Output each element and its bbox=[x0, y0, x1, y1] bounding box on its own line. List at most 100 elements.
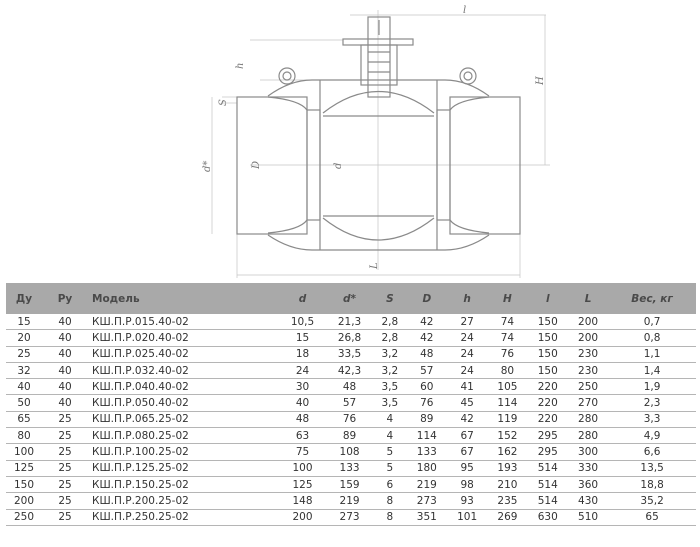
valve-stem bbox=[342, 16, 414, 98]
cell-model: КШ.П.Р.150.25-02 bbox=[88, 476, 279, 494]
cell-D: 57 bbox=[406, 362, 447, 380]
cell-l: 220 bbox=[527, 378, 568, 396]
cell-ru: 40 bbox=[42, 378, 88, 396]
cell-H: 119 bbox=[487, 411, 528, 429]
cell-d: 125 bbox=[279, 476, 327, 494]
cell-s: 8 bbox=[373, 492, 407, 510]
cell-D: 273 bbox=[406, 492, 447, 510]
cell-D: 89 bbox=[406, 411, 447, 429]
cell-s: 3,5 bbox=[373, 378, 407, 396]
cell-h: 24 bbox=[446, 362, 488, 380]
cell-l: 630 bbox=[527, 509, 568, 526]
cell-d: 18 bbox=[279, 346, 327, 363]
cell-L: 250 bbox=[567, 378, 609, 396]
cell-du: 100 bbox=[6, 443, 42, 461]
cell-s: 2,8 bbox=[373, 329, 407, 347]
cell-d: 24 bbox=[279, 362, 327, 380]
cell-D: 60 bbox=[406, 378, 447, 396]
cell-s: 6 bbox=[373, 476, 407, 494]
cell-h: 93 bbox=[446, 492, 488, 510]
cell-l: 295 bbox=[527, 427, 568, 445]
cell-weight: 0,7 bbox=[608, 314, 696, 331]
cell-h: 24 bbox=[446, 346, 488, 363]
cell-du: 125 bbox=[6, 460, 42, 477]
cell-L: 280 bbox=[567, 411, 609, 429]
cell-H: 74 bbox=[487, 314, 528, 331]
cell-L: 200 bbox=[567, 314, 609, 331]
cell-weight: 1,4 bbox=[608, 362, 696, 380]
cell-weight: 3,3 bbox=[608, 411, 696, 429]
left-pipe bbox=[236, 96, 308, 235]
cell-h: 101 bbox=[446, 509, 488, 526]
cell-h: 24 bbox=[446, 329, 488, 347]
cell-weight: 4,9 bbox=[608, 427, 696, 445]
cell-L: 360 bbox=[567, 476, 609, 494]
cell-s: 2,8 bbox=[373, 314, 407, 331]
cell-model: КШ.П.Р.020.40-02 bbox=[88, 329, 279, 347]
cell-D: 42 bbox=[406, 314, 447, 331]
cell-s: 5 bbox=[373, 443, 407, 461]
cell-du: 32 bbox=[6, 362, 42, 380]
specifications-table: Ду Ру Модель d d* S D h H l L Вес, кг 15… bbox=[6, 283, 696, 526]
cell-model: КШ.П.Р.250.25-02 bbox=[88, 509, 279, 526]
dimension-lines bbox=[211, 10, 550, 278]
cell-ru: 40 bbox=[42, 329, 88, 347]
cell-H: 210 bbox=[487, 476, 528, 494]
table-row: 20 40 КШ.П.Р.020.40-02 15 26,8 2,8 42 24 74 150 20… bbox=[6, 329, 696, 347]
cell-L: 230 bbox=[567, 362, 609, 380]
cell-weight: 35,2 bbox=[608, 492, 696, 510]
header-ru: Ру bbox=[42, 283, 88, 314]
cell-d: 148 bbox=[279, 492, 327, 510]
cell-du: 25 bbox=[6, 346, 42, 363]
cell-l: 514 bbox=[527, 492, 568, 510]
cell-d-star: 133 bbox=[326, 460, 374, 477]
cell-model: КШ.П.Р.100.25-02 bbox=[88, 443, 279, 461]
label-s: S bbox=[218, 99, 229, 106]
header-weight: Вес, кг bbox=[608, 283, 696, 314]
cell-D: 133 bbox=[406, 443, 447, 461]
cell-ru: 25 bbox=[42, 509, 88, 526]
cell-s: 8 bbox=[373, 509, 407, 526]
cell-d-star: 89 bbox=[326, 427, 374, 445]
cell-du: 150 bbox=[6, 476, 42, 494]
cell-du: 20 bbox=[6, 329, 42, 347]
cell-h: 67 bbox=[446, 427, 488, 445]
label-H: H bbox=[535, 76, 546, 86]
cell-L: 280 bbox=[567, 427, 609, 445]
cell-model: КШ.П.Р.125.25-02 bbox=[88, 460, 279, 477]
header-d: d bbox=[279, 283, 327, 314]
cell-l: 150 bbox=[527, 346, 568, 363]
cell-L: 510 bbox=[567, 509, 609, 526]
header-H: H bbox=[487, 283, 528, 314]
header-d-star: d* bbox=[326, 283, 374, 314]
cell-ru: 40 bbox=[42, 314, 88, 331]
cell-s: 3,2 bbox=[373, 346, 407, 363]
cell-d: 10,5 bbox=[279, 314, 327, 331]
cell-H: 76 bbox=[487, 346, 528, 363]
cell-du: 50 bbox=[6, 394, 42, 412]
cell-ru: 25 bbox=[42, 443, 88, 461]
cell-h: 27 bbox=[446, 314, 488, 331]
cell-du: 40 bbox=[6, 378, 42, 396]
table-header-row: Ду Ру Модель d d* S D h H l L Вес, кг bbox=[6, 283, 696, 314]
cell-l: 150 bbox=[527, 362, 568, 380]
cell-model: КШ.П.Р.032.40-02 bbox=[88, 362, 279, 380]
cell-model: КШ.П.Р.200.25-02 bbox=[88, 492, 279, 510]
header-D: D bbox=[406, 283, 447, 314]
cell-s: 3,2 bbox=[373, 362, 407, 380]
cell-s: 4 bbox=[373, 411, 407, 429]
cell-H: 152 bbox=[487, 427, 528, 445]
cell-weight: 13,5 bbox=[608, 460, 696, 477]
cell-d-star: 21,3 bbox=[326, 314, 374, 331]
ball-valve-drawing: l h S d* D d H L bbox=[202, 5, 550, 278]
cell-l: 514 bbox=[527, 476, 568, 494]
table-row: 65 25 КШ.П.Р.065.25-02 48 76 4 89 42 119 220 280 3,… bbox=[6, 411, 696, 429]
cell-weight: 1,9 bbox=[608, 378, 696, 396]
cell-d: 200 bbox=[279, 509, 327, 526]
cell-l: 150 bbox=[527, 314, 568, 331]
label-h: h bbox=[235, 63, 246, 69]
cell-D: 351 bbox=[406, 509, 447, 526]
cell-ru: 25 bbox=[42, 411, 88, 429]
cell-ru: 25 bbox=[42, 427, 88, 445]
lifting-lugs bbox=[278, 67, 477, 85]
